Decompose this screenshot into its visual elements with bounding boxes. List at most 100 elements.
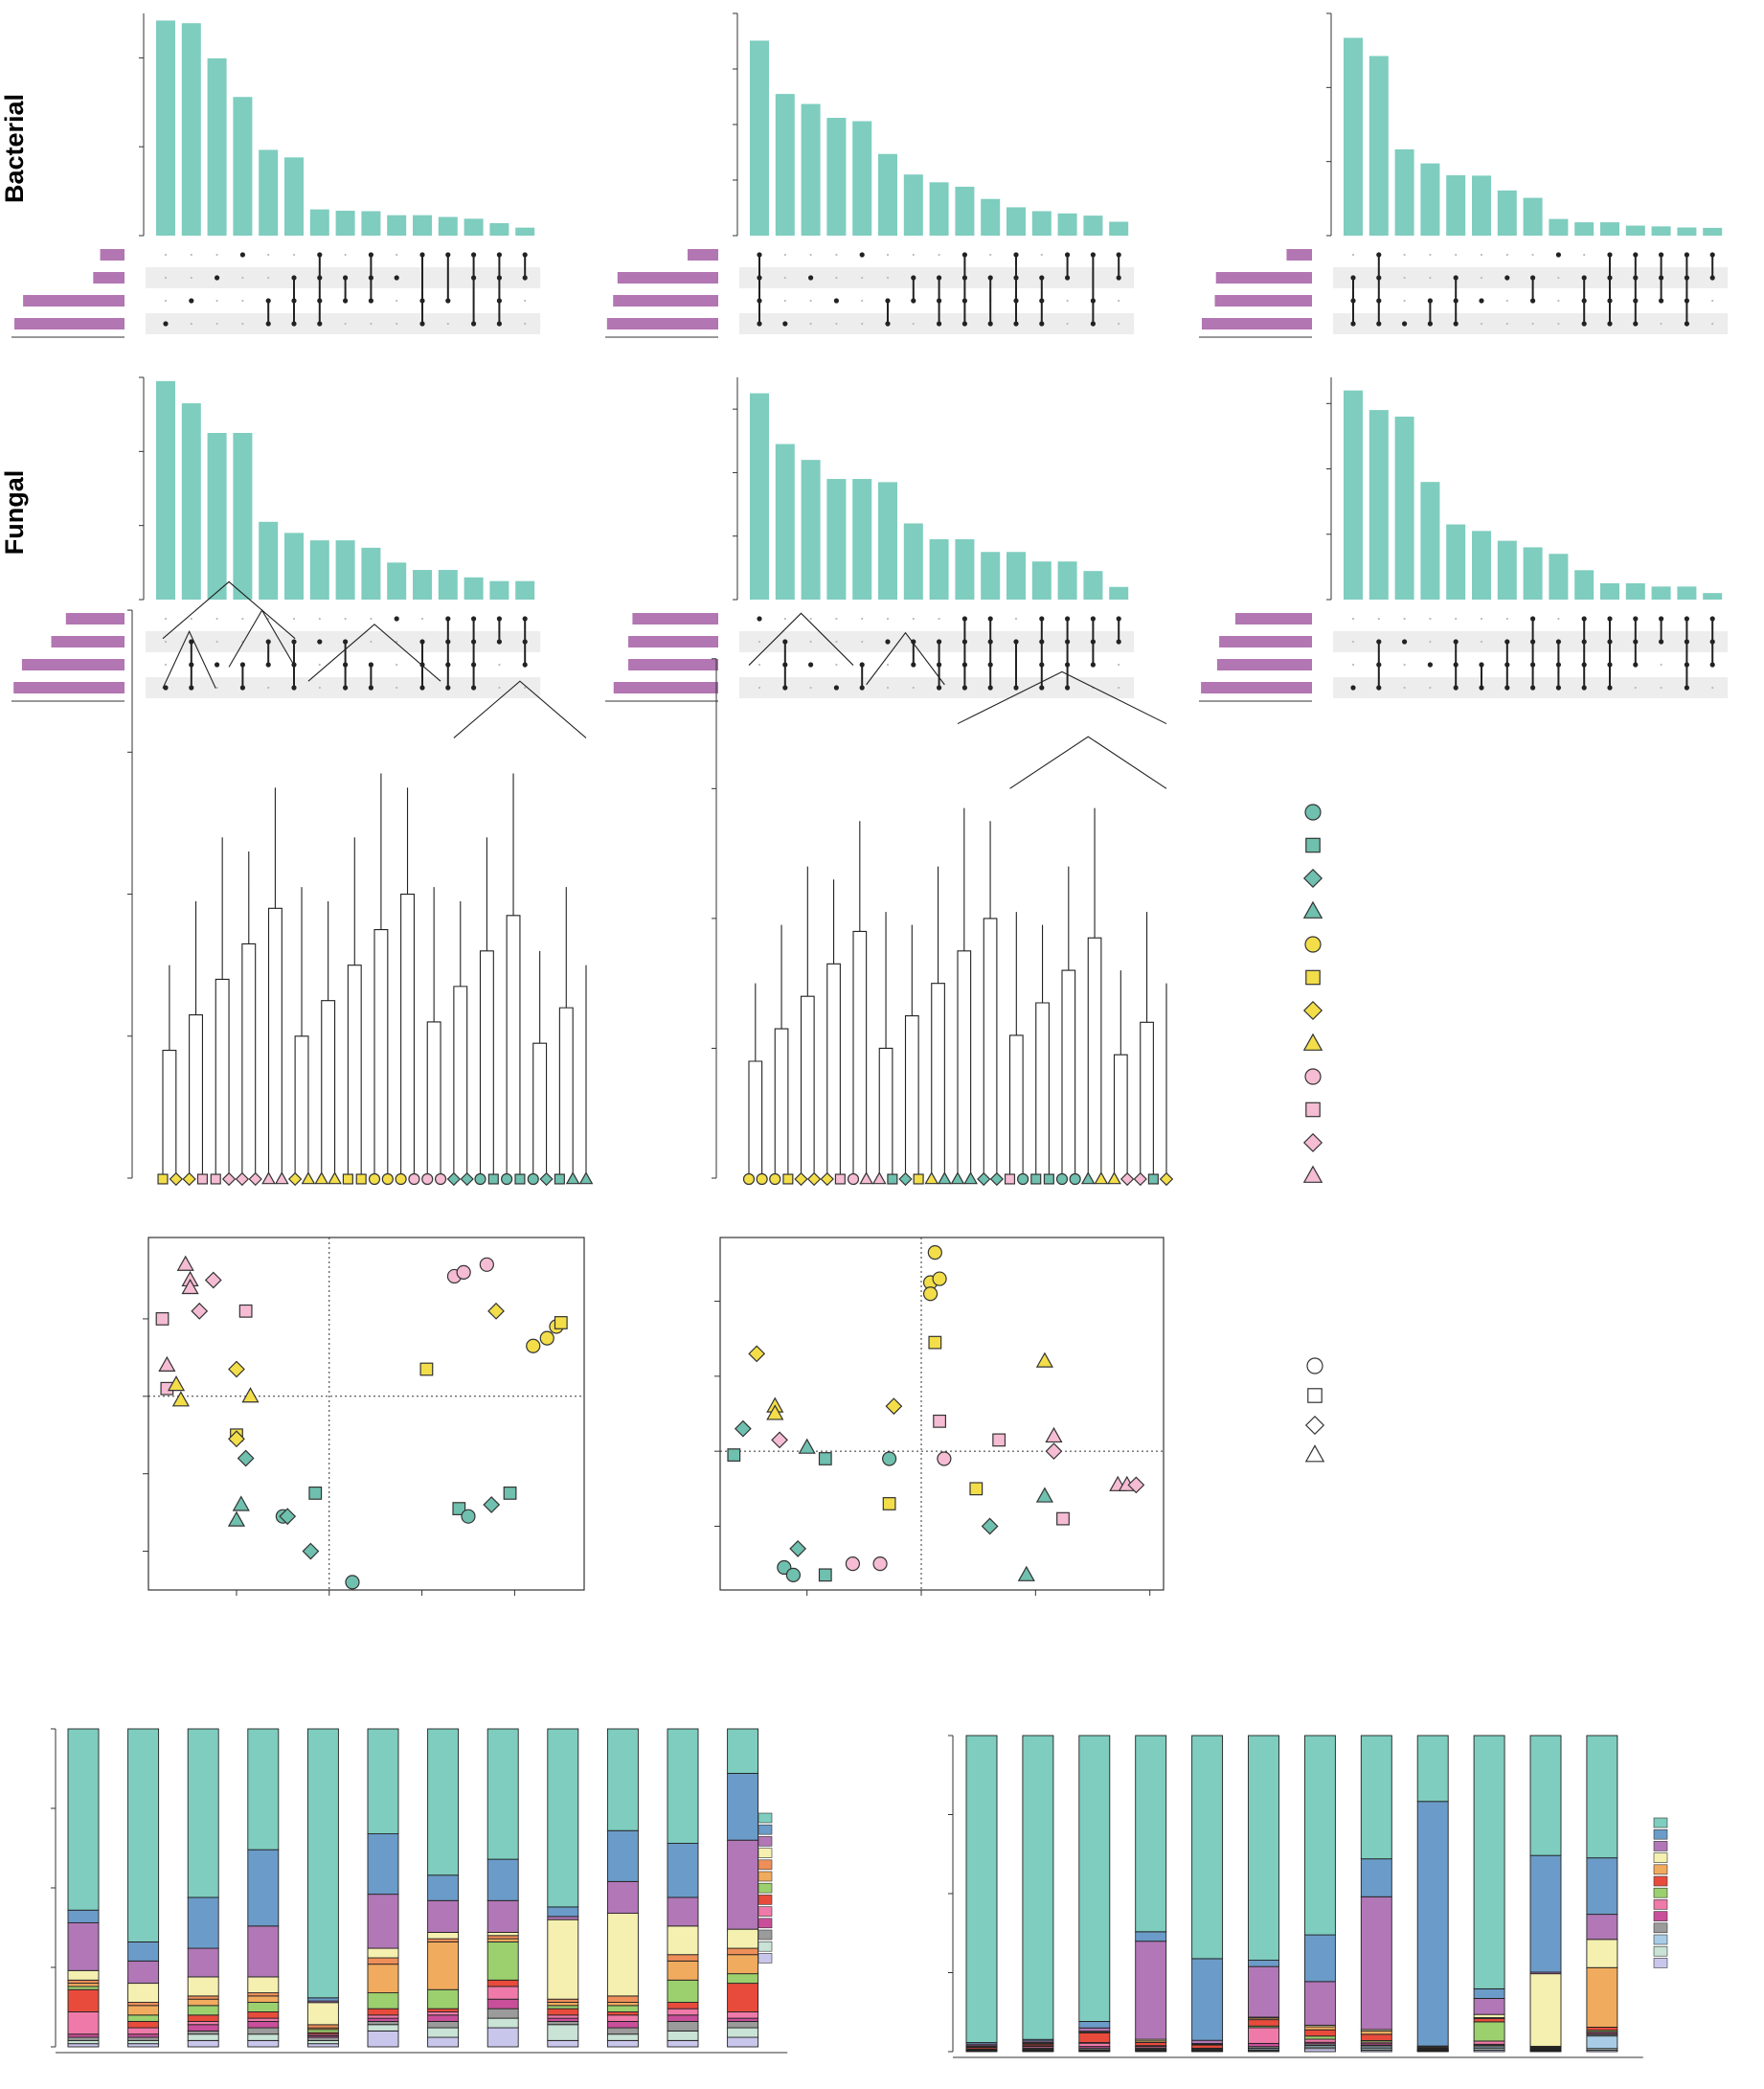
legend-swatch [1653, 1817, 1668, 1828]
stacked-segment [486, 2008, 519, 2019]
matrix-dot-inactive [783, 299, 786, 303]
matrix-dot-active [215, 275, 220, 281]
stacked-segment [547, 1906, 579, 1918]
bar [1472, 531, 1491, 600]
matrix-dot-inactive [1583, 253, 1586, 257]
matrix-dot-inactive [1660, 663, 1662, 667]
dendrogram-leaf-marker [1030, 1173, 1042, 1185]
stacked-segment [1303, 2035, 1336, 2040]
scatter-point [181, 1278, 199, 1295]
legend-swatch [1653, 1864, 1668, 1875]
stacked-segment [1078, 2032, 1111, 2043]
stacked-segment [547, 1728, 579, 1908]
stacked-segment [1473, 1997, 1505, 2015]
sample-legend [1302, 804, 1323, 1183]
bar [903, 174, 923, 236]
stacked-segment [247, 1976, 280, 1994]
stacked-segment [606, 2002, 639, 2007]
dendrogram-leaf-marker [554, 1173, 565, 1185]
dendrogram-leaf-marker [1094, 1171, 1109, 1185]
stacked-segment [1360, 1858, 1392, 1897]
stacked-segment [247, 2002, 280, 2012]
matrix-dot-active [163, 685, 169, 691]
bar [233, 97, 253, 237]
bar [1677, 227, 1697, 236]
matrix-dot-inactive [396, 299, 398, 303]
set-size-bar [1216, 659, 1312, 670]
matrix-dot-inactive [344, 617, 347, 621]
bar [438, 216, 458, 236]
stacked-segment [727, 1728, 759, 1774]
matrix-dot-inactive [1429, 617, 1432, 621]
stacked-segment [1303, 1934, 1336, 1983]
set-size-bar [65, 613, 124, 624]
dendrogram-leaf-marker [501, 1172, 513, 1186]
matrix-dot-inactive [1505, 617, 1508, 621]
legend-swatch [1653, 1945, 1668, 1957]
scatter-point [882, 1451, 897, 1466]
matrix-dot-inactive [886, 253, 890, 257]
stacked-segment [606, 2027, 639, 2035]
stacked-segment [606, 1880, 639, 1915]
matrix-dot-inactive [164, 276, 168, 280]
stacked-segment [727, 2027, 759, 2038]
bar [156, 380, 175, 600]
dendrogram-leaf-marker [820, 1171, 834, 1187]
legend-marker [1302, 1165, 1323, 1183]
dendrogram-leaf-marker [1004, 1173, 1016, 1185]
stacked-segment [67, 2043, 100, 2048]
stacked-segment [187, 1947, 219, 1978]
set-size-bar [23, 295, 125, 307]
scatter-point [937, 1451, 952, 1466]
bar [929, 539, 949, 600]
stacked-segment [727, 2017, 759, 2022]
stacked-segment [427, 1899, 460, 1933]
bar [903, 523, 923, 600]
stacked-segment [486, 1899, 519, 1933]
set-size-bar [1286, 249, 1312, 261]
dendrogram-leaf-marker [169, 1171, 183, 1187]
stacked-segment [367, 2030, 399, 2048]
stacked-segment [1135, 1735, 1167, 1933]
bar [464, 218, 484, 236]
dendrogram-leaf-marker [938, 1171, 952, 1185]
matrix-dot-inactive [1480, 276, 1483, 280]
dendrogram-leaf-marker [274, 1171, 289, 1185]
stacked-segment [427, 2014, 460, 2022]
matrix-dot-inactive [267, 686, 270, 690]
stacked-segment [306, 2036, 339, 2041]
stacked-segment [1135, 1931, 1167, 1942]
legend-marker [1304, 936, 1322, 953]
scatter-point [483, 1496, 501, 1513]
stacked-segment [187, 2033, 219, 2041]
matrix-dot-inactive [1066, 299, 1069, 303]
panel-f-upset [1199, 377, 1729, 702]
dendrogram-leaf-marker [287, 1171, 303, 1187]
bar [207, 433, 227, 600]
stacked-segment [486, 2017, 519, 2029]
legend-swatch [758, 1906, 773, 1917]
scatter-point [1056, 1511, 1070, 1526]
matrix-dot-inactive [835, 276, 838, 280]
scatter-point [554, 1316, 568, 1329]
scatter-point [734, 1419, 752, 1438]
bar [309, 540, 329, 600]
bar [1006, 552, 1026, 600]
stacked-segment [606, 2020, 639, 2029]
bar [1625, 225, 1645, 236]
stacked-segment [606, 2005, 639, 2012]
stacked-segment [486, 1932, 519, 1937]
legend-swatch [758, 1836, 773, 1847]
matrix-dot-inactive [1118, 663, 1120, 667]
legend-swatch [758, 1882, 773, 1894]
bar [309, 209, 329, 236]
bar [1446, 524, 1466, 600]
matrix-dot-inactive [1505, 322, 1508, 326]
stacked-segment [727, 1928, 759, 1949]
stacked-segment [1248, 1965, 1279, 2018]
stacked-segment [127, 2005, 160, 2016]
dendrogram-leaf-marker [301, 1171, 316, 1185]
matrix-dot-inactive [1403, 276, 1406, 280]
stacked-segment [247, 1849, 280, 1927]
matrix-dot-inactive [1480, 322, 1483, 326]
